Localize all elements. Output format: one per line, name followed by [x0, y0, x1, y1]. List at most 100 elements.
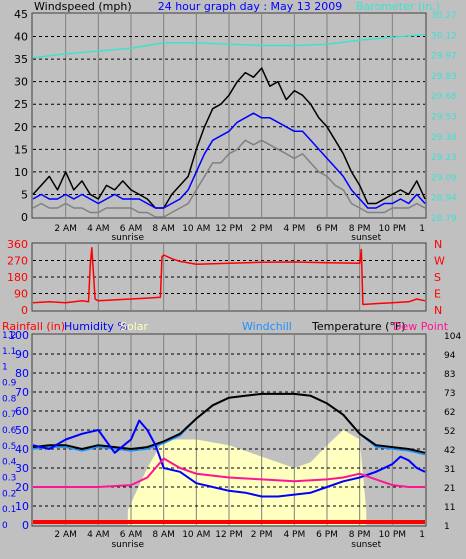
- wind-left-tick-9: 45: [14, 8, 28, 21]
- weather-grid: [33, 335, 425, 525]
- baro-tick-6: 29.68: [431, 92, 457, 102]
- compass-tick-3: E: [434, 288, 441, 301]
- dir-left-tick-4: 0: [21, 304, 28, 317]
- humidity-tick-6: 60: [15, 405, 29, 418]
- compass-tick-1: W: [434, 255, 445, 268]
- weather-x-tick-9: 8 PM: [349, 530, 371, 540]
- wind-left-tick-6: 30: [14, 76, 28, 89]
- temp-tick-8: 83: [444, 370, 455, 380]
- windspeed-label: Windspeed (mph): [34, 0, 132, 13]
- weather-series: [32, 392, 426, 498]
- temp-tick-10: 104: [444, 332, 461, 342]
- compass-tick-4: N: [434, 304, 442, 317]
- wind-x-axis: 2 AM 4 AM 6 AM 8 AM 10 AM 12 PM 2 PM 4 PM 6 PM 8 …: [54, 224, 425, 234]
- baro-tick-7: 29.83: [431, 72, 457, 82]
- humidity-tick-1: 10: [15, 500, 29, 513]
- wind-gust-line: [32, 67, 426, 209]
- wind-grid: [33, 14, 425, 217]
- humidity-tick-5: 50: [15, 424, 29, 437]
- wind-x-tick-9: 8 PM: [349, 224, 371, 234]
- dewpoint-legend: Dew Point: [393, 320, 449, 333]
- weather-x-tick-7: 4 PM: [283, 530, 305, 540]
- compass-tick-0: N: [434, 238, 442, 251]
- sunset-label-bottom: sunset: [351, 540, 381, 550]
- baro-tick-2: 29.09: [431, 173, 457, 183]
- wind-x-tick-8: 6 PM: [316, 224, 338, 234]
- rain-tick-12: 1.2: [2, 331, 16, 341]
- wind-x-tick-1: 4 AM: [87, 224, 110, 234]
- humidity-tick-2: 20: [15, 481, 29, 494]
- wind-direction-line: [32, 246, 426, 306]
- sunrise-label-bottom: sunrise: [111, 540, 144, 550]
- rainfall-bar: [33, 520, 425, 524]
- wind-left-tick-0: 0: [21, 211, 28, 224]
- weather-x-tick-0: 2 AM: [54, 530, 77, 540]
- baro-tick-1: 28.94: [431, 194, 457, 204]
- weather-x-tick-1: 4 AM: [87, 530, 110, 540]
- humidity-axis: 0 10 20 30 40 50 60 70 80 90 100: [8, 329, 29, 532]
- baro-tick-5: 29.53: [431, 113, 457, 123]
- humidity-line: [32, 419, 426, 498]
- wind-series: [32, 33, 426, 218]
- dew-point-line: [33, 457, 425, 488]
- weather-x-tick-4: 10 AM: [182, 530, 210, 540]
- humidity-tick-0: 0: [22, 519, 29, 532]
- wind-left-axis: 0 5 10 15 20 25 30 35 40 45: [14, 8, 28, 224]
- humidity-tick-10: 100: [8, 329, 29, 342]
- solar-legend: Solar: [120, 320, 149, 333]
- wind-x-tick-7: 4 PM: [283, 224, 305, 234]
- rain-tick-1: 0.1: [2, 505, 16, 515]
- wind-lull-line: [32, 139, 426, 218]
- weather-x-tick-3: 8 AM: [152, 530, 175, 540]
- humidity-tick-8: 80: [15, 367, 29, 380]
- rain-tick-6: 0.6: [2, 426, 17, 436]
- rain-tick-2: 0.2: [2, 489, 16, 499]
- baro-tick-9: 30.12: [431, 31, 457, 41]
- dir-left-tick-3: 90: [14, 288, 28, 301]
- sunrise-label: sunrise: [111, 233, 144, 243]
- baro-tick-0: 28.79: [431, 214, 457, 224]
- sunset-label: sunset: [351, 233, 381, 243]
- humidity-legend: Humidity %: [64, 320, 128, 333]
- weather-x-tick-5: 12 PM: [215, 530, 243, 540]
- rain-tick-0: 0: [2, 521, 8, 531]
- wind-x-tick-3: 8 AM: [152, 224, 175, 234]
- temp-tick-3: 31: [444, 465, 455, 475]
- baro-tick-4: 29.38: [431, 133, 457, 143]
- weather-x-tick-8: 6 PM: [316, 530, 338, 540]
- weather-x-tick-11: 1: [419, 530, 425, 540]
- temp-tick-1: 11: [444, 503, 455, 513]
- wind-x-tick-2: 6 AM: [120, 224, 143, 234]
- wind-x-tick-5: 12 PM: [215, 224, 243, 234]
- rain-tick-4: 0.4: [2, 458, 17, 468]
- weather-x-axis: 2 AM 4 AM 6 AM 8 AM 10 AM 12 PM 2 PM 4 PM 6 PM 8 …: [54, 530, 425, 540]
- wind-x-tick-0: 2 AM: [54, 224, 77, 234]
- wind-left-tick-8: 40: [14, 31, 28, 44]
- wind-left-tick-1: 5: [21, 188, 28, 201]
- compass-tick-2: S: [434, 271, 441, 284]
- barometer-label: Barometer (in.): [356, 0, 440, 13]
- wind-x-tick-6: 2 PM: [251, 224, 273, 234]
- temperature-line: [32, 392, 426, 454]
- wind-left-tick-7: 35: [14, 53, 28, 66]
- wind-left-tick-3: 15: [14, 143, 28, 156]
- wind-left-tick-2: 10: [14, 166, 28, 179]
- humidity-tick-7: 70: [15, 386, 29, 399]
- dir-left-tick-0: 360: [7, 238, 28, 251]
- direction-series: [32, 246, 426, 306]
- wind-left-tick-4: 20: [14, 121, 28, 134]
- weather-x-tick-6: 2 PM: [251, 530, 273, 540]
- direction-left-axis: 360 270 180 90 0: [7, 238, 28, 317]
- rain-tick-9: 0.9: [2, 379, 17, 389]
- wind-avg-line: [32, 112, 426, 209]
- temp-tick-9: 94: [444, 351, 456, 361]
- baro-tick-3: 29.23: [431, 153, 457, 163]
- chart-title: 24 hour graph day : May 13 2009: [158, 0, 343, 13]
- temperature-legend: Temperature (°F): [311, 320, 406, 333]
- wind-x-tick-4: 10 AM: [182, 224, 210, 234]
- wind-x-tick-10: 10 PM: [379, 224, 407, 234]
- humidity-tick-4: 40: [15, 443, 29, 456]
- rainfall-axis: 0 0.1 0.2 0.3 0.4 0.5 0.6 0.7 0.8 0.9 1 1.1 1.2: [2, 331, 17, 531]
